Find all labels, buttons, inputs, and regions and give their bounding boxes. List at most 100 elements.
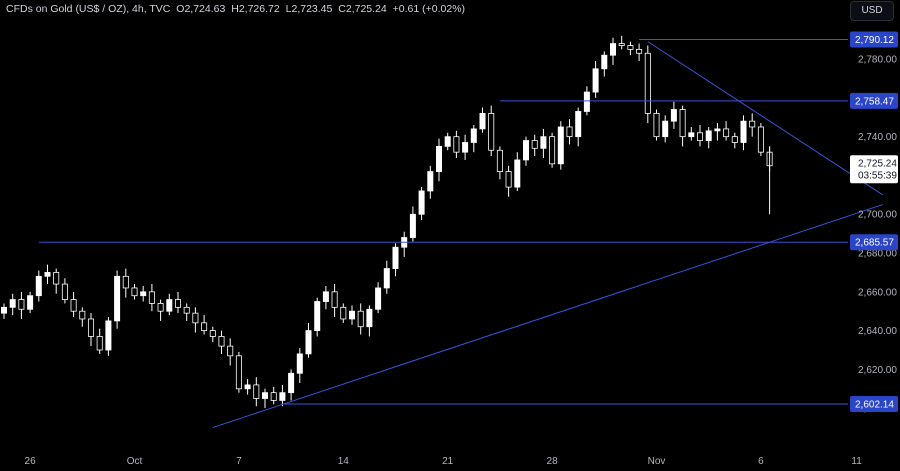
candle	[157, 299, 164, 321]
y-tick-label: 2,680.00	[858, 249, 897, 260]
candle	[592, 61, 599, 98]
candle-body	[662, 120, 669, 138]
candle	[453, 130, 460, 158]
symbol-label[interactable]: CFDs on Gold (US$ / OZ), 4h, TVC	[6, 3, 171, 15]
currency-button[interactable]: USD	[850, 1, 894, 21]
candle-body	[209, 330, 216, 337]
level-badge	[850, 92, 898, 109]
candle	[670, 101, 677, 129]
candle	[35, 270, 42, 302]
candle-body	[566, 126, 573, 138]
candle	[218, 330, 225, 354]
candle	[705, 126, 712, 149]
candle-body	[462, 142, 469, 153]
candle	[261, 388, 268, 409]
candle-body	[314, 301, 321, 332]
candle-body	[35, 275, 42, 297]
candle-body	[27, 295, 34, 310]
candle-body	[218, 336, 225, 347]
candle	[105, 317, 112, 356]
candle-body	[418, 190, 425, 215]
candle	[131, 284, 138, 300]
candle	[305, 322, 312, 358]
candle	[731, 132, 738, 149]
candle	[757, 123, 764, 157]
candle-body	[583, 91, 590, 112]
candle	[235, 351, 242, 393]
candle	[53, 268, 60, 294]
candle-body	[340, 306, 347, 320]
candle	[192, 307, 199, 333]
candle	[418, 187, 425, 221]
candle	[357, 303, 364, 335]
candle	[331, 284, 338, 318]
candle	[227, 338, 234, 366]
candle	[653, 109, 660, 141]
close-value: C2,725.24	[338, 3, 387, 15]
candle	[627, 41, 634, 56]
candle-body	[279, 392, 286, 401]
candle	[557, 121, 564, 170]
candle	[618, 35, 625, 50]
level-badge	[850, 396, 898, 413]
y-tick-label: 2,660.00	[858, 287, 897, 298]
candle-body	[174, 299, 181, 308]
x-tick-label: 6	[758, 456, 764, 467]
candle	[566, 119, 573, 145]
candle-body	[627, 45, 634, 50]
candle-body	[157, 303, 164, 312]
candle-body	[601, 54, 608, 70]
candle	[0, 303, 7, 319]
candle	[244, 379, 251, 395]
candle	[88, 313, 95, 347]
candle	[531, 134, 538, 157]
candle-body	[322, 291, 329, 302]
level-badge-label: 2,602.14	[855, 400, 894, 411]
candle-body	[44, 272, 51, 277]
candle-body	[505, 171, 512, 188]
candle-body	[253, 384, 260, 399]
candle-body	[392, 246, 399, 269]
candle	[470, 125, 477, 153]
candle	[575, 107, 582, 147]
candle	[61, 278, 68, 304]
candles	[0, 35, 773, 409]
candle	[714, 123, 721, 141]
candle	[183, 303, 190, 321]
candle	[114, 270, 121, 329]
candle	[496, 146, 503, 180]
candle-body	[270, 392, 277, 401]
candle	[392, 243, 399, 277]
candle	[96, 328, 103, 354]
candle-body	[757, 126, 764, 153]
level-badge	[850, 234, 898, 251]
candle-body	[227, 345, 234, 357]
candle-body	[444, 136, 451, 147]
candle	[644, 45, 651, 124]
candle	[340, 303, 347, 323]
candle-body	[166, 299, 173, 312]
candle	[348, 305, 355, 325]
candle-body	[453, 136, 460, 153]
level-badges: 2,790.12 2,758.47 2,685.57 2,602.14 2,725.24…	[850, 31, 898, 413]
candle	[514, 152, 521, 191]
candle	[18, 291, 25, 319]
low-value: L2,723.45	[285, 3, 333, 15]
candle-body	[140, 291, 147, 297]
candle	[723, 121, 730, 141]
candle-body	[470, 128, 477, 143]
candle	[462, 134, 469, 160]
candle-body	[549, 136, 556, 165]
candle	[601, 51, 608, 77]
level-badge-label: 2,685.57	[855, 238, 894, 249]
candle-body	[557, 126, 564, 165]
candle-body	[131, 287, 138, 297]
level-badge-label: 2,758.47	[855, 96, 894, 107]
candle-body	[523, 140, 530, 161]
candle-body	[70, 299, 77, 312]
candle-body	[670, 109, 677, 122]
candle-body	[705, 130, 712, 141]
candle-body	[9, 299, 16, 308]
candle-body	[288, 372, 295, 394]
